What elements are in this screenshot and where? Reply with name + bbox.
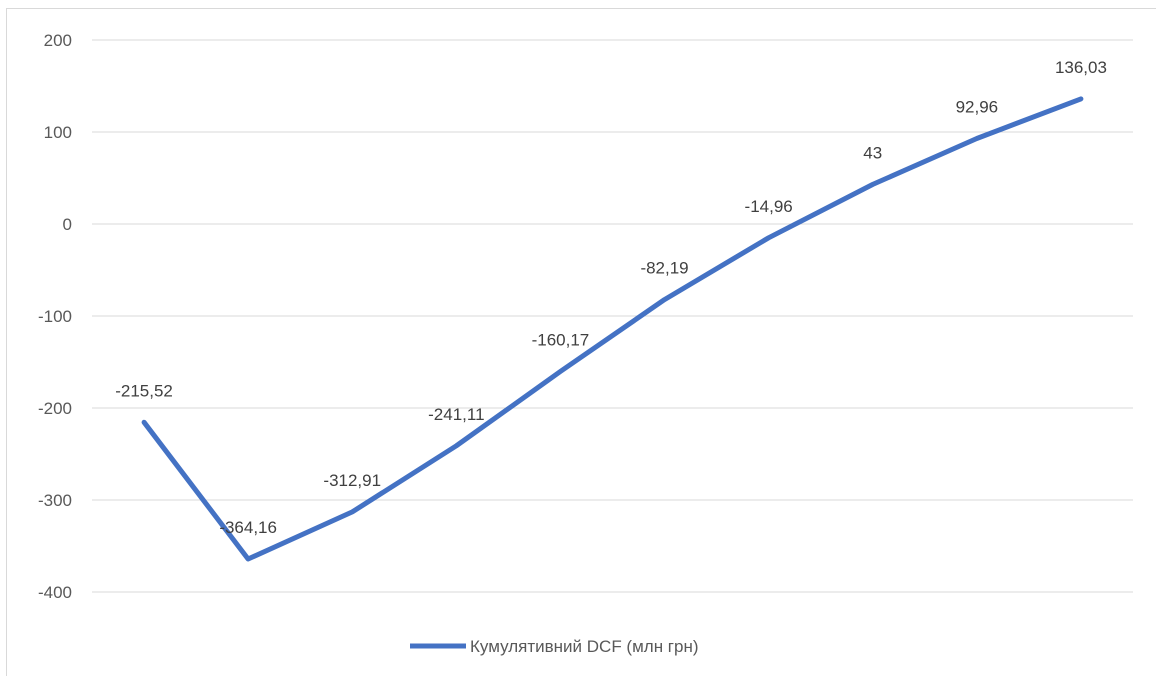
data-label: -215,52 xyxy=(115,381,173,400)
y-tick-label: -200 xyxy=(38,399,72,418)
y-axis-ticks: 200 100 0 -100 -200 -300 -400 xyxy=(38,31,72,602)
data-label: -14,96 xyxy=(745,197,793,216)
y-tick-label: 100 xyxy=(44,123,72,142)
data-label: -82,19 xyxy=(640,259,688,278)
y-tick-label: -400 xyxy=(38,583,72,602)
data-label: 43 xyxy=(863,143,882,162)
series-layer xyxy=(144,99,1081,559)
data-label: 92,96 xyxy=(956,97,999,116)
series-line xyxy=(144,99,1081,559)
data-label: 136,03 xyxy=(1055,58,1107,77)
data-labels: -215,52 -364,16 -312,91 -241,11 -160,17 -82,1… xyxy=(115,58,1107,537)
y-tick-label: 200 xyxy=(44,31,72,50)
legend: Кумулятивний DCF (млн грн) xyxy=(410,637,699,656)
y-tick-label: -100 xyxy=(38,307,72,326)
gridlines xyxy=(92,40,1133,592)
legend-label: Кумулятивний DCF (млн грн) xyxy=(470,637,699,656)
y-tick-label: -300 xyxy=(38,491,72,510)
data-label: -241,11 xyxy=(428,405,484,424)
data-label: -364,16 xyxy=(219,518,277,537)
data-label: -160,17 xyxy=(532,330,590,349)
y-tick-label: 0 xyxy=(63,215,72,234)
data-label: -312,91 xyxy=(323,471,381,490)
